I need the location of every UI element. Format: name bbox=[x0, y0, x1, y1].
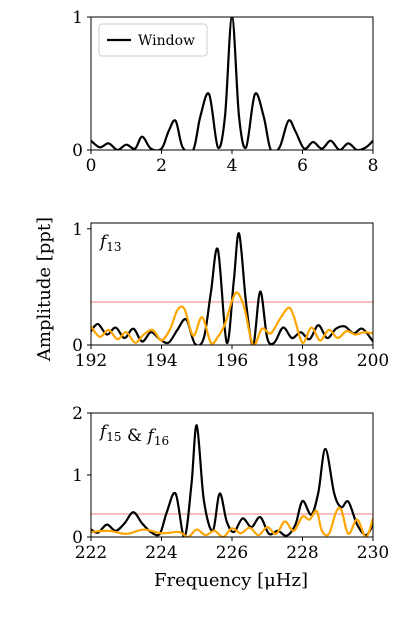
plot-area bbox=[91, 424, 373, 537]
x-tick-label: 226 bbox=[216, 543, 248, 563]
y-tick-label: 1 bbox=[72, 8, 83, 28]
x-tick-label: 194 bbox=[145, 351, 177, 371]
series-line-residual bbox=[91, 291, 373, 345]
series-line-amplitude bbox=[91, 232, 373, 345]
legend: Window bbox=[98, 23, 208, 57]
y-tick-label: 0 bbox=[72, 141, 83, 161]
x-tick-label: 6 bbox=[297, 156, 308, 176]
panel-middle: 192 194 196 198 200 0 1 f13 bbox=[72, 220, 389, 371]
y-tick-label: 1 bbox=[72, 220, 83, 240]
y-tick-label: 0 bbox=[72, 336, 83, 356]
panel-annotation: f15 & f16 bbox=[98, 422, 169, 448]
x-tick-label: 8 bbox=[368, 156, 379, 176]
x-tick-label: 224 bbox=[145, 543, 177, 563]
y-tick-label: 0 bbox=[72, 528, 83, 548]
series-line-amplitude bbox=[91, 424, 373, 537]
x-tick-label: 4 bbox=[227, 156, 238, 176]
x-axis-title: Frequency [μHz] bbox=[154, 570, 308, 591]
plot-area bbox=[91, 17, 373, 150]
axes-frame bbox=[90, 222, 374, 346]
x-tick-label: 222 bbox=[75, 543, 107, 563]
series-line-residual bbox=[91, 506, 373, 537]
plot-area bbox=[91, 232, 373, 345]
panel-bottom: 222 224 226 228 230 0 1 2 f15 & f16 bbox=[72, 404, 389, 563]
panel-annotation: f13 bbox=[98, 232, 122, 254]
legend-label: Window bbox=[138, 33, 195, 49]
panel-top: 0 2 4 6 8 0 1 Window bbox=[72, 8, 378, 176]
y-tick-label: 2 bbox=[72, 404, 83, 424]
legend-box bbox=[98, 23, 208, 57]
x-tick-label: 192 bbox=[75, 351, 107, 371]
series-line-window bbox=[91, 17, 373, 150]
x-tick-label: 0 bbox=[86, 156, 97, 176]
y-tick-label: 1 bbox=[72, 466, 83, 486]
x-tick-label: 198 bbox=[286, 351, 318, 371]
y-axis-title: Amplitude [ppt] bbox=[34, 217, 55, 362]
x-tick-label: 200 bbox=[357, 351, 389, 371]
x-tick-label: 2 bbox=[156, 156, 167, 176]
x-tick-label: 196 bbox=[216, 351, 248, 371]
x-tick-label: 230 bbox=[357, 543, 389, 563]
x-tick-label: 228 bbox=[286, 543, 318, 563]
